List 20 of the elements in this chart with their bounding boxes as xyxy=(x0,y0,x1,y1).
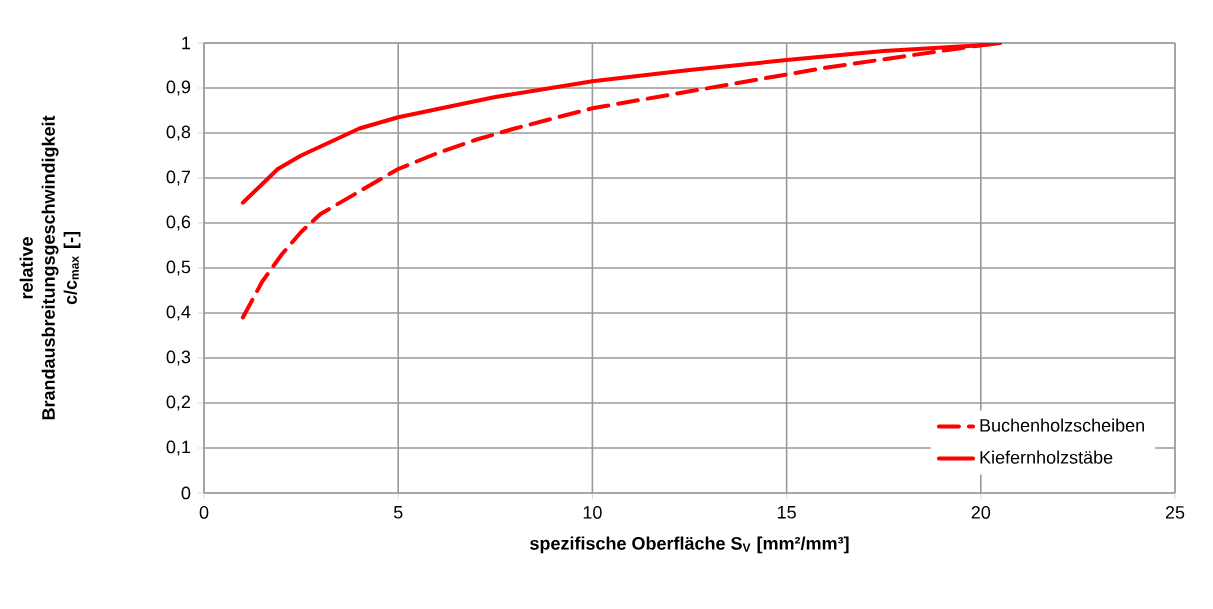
x-tick-label: 15 xyxy=(777,506,796,519)
legend-label: Buchenholzscheiben xyxy=(980,418,1144,432)
y-tick-label: 0,7 xyxy=(166,170,191,186)
y-tick-label: 0,1 xyxy=(166,440,191,456)
x-tick-label: 0 xyxy=(199,506,209,519)
x-tick-label: 10 xyxy=(583,506,602,519)
y-tick-label: 0,2 xyxy=(166,395,191,411)
y-tick-label: 0,6 xyxy=(166,215,191,231)
y-tick-label: 0,4 xyxy=(166,305,191,321)
y-tick-label: 0,3 xyxy=(166,350,191,366)
y-tick-label: 1 xyxy=(182,36,191,50)
y-tick-label: 0,9 xyxy=(166,80,191,96)
y-tick-label: 0,8 xyxy=(166,125,191,141)
x-tick-label: 5 xyxy=(393,506,403,519)
x-axis-title: spezifische Oberfläche S$_{V}$ [mm²/mm³] xyxy=(530,536,849,554)
x-tick-label: 20 xyxy=(971,506,991,519)
x-tick-label: 25 xyxy=(1165,506,1185,519)
legend-label: Kiefernholzstäbe xyxy=(980,450,1113,464)
y-tick-label: 0 xyxy=(181,486,191,500)
y-tick-label: 0,5 xyxy=(166,260,191,276)
